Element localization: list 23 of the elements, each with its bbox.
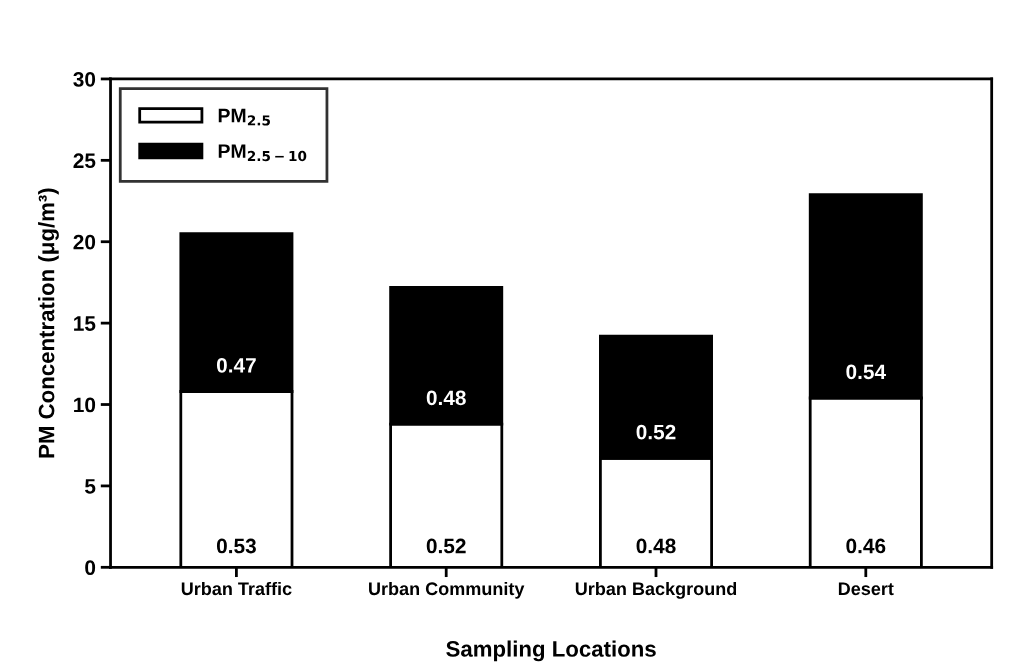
annotation: 0.46: [846, 538, 886, 554]
annotation: 0.48: [426, 390, 466, 406]
y-axis-title: PM Concentration (μg/m³): [38, 188, 59, 458]
x-tick-label: Urban Traffic: [181, 581, 292, 596]
x-tick-label: Urban Community: [369, 581, 525, 599]
x-tick-label: Urban Background: [575, 581, 737, 599]
x-axis-title: Sampling Locations: [446, 640, 656, 662]
annotation: 0.53: [216, 538, 256, 554]
annotation: 0.52: [426, 538, 466, 554]
y-tick-label: 0: [85, 560, 96, 576]
legend-label: PM$_{2.5−10}$: [218, 144, 307, 162]
annotation: 0.48: [636, 538, 676, 554]
y-tick-label: 25: [73, 153, 96, 169]
y-tick-label: 10: [74, 397, 96, 413]
annotation: 0.52: [636, 424, 676, 440]
y-tick-label: 5: [85, 479, 96, 494]
y-tick-label: 20: [73, 234, 96, 250]
annotation: 0.47: [216, 357, 256, 373]
annotation: 0.54: [846, 364, 886, 380]
legend-label: PM$_{2.5}$: [218, 108, 270, 126]
y-tick-label: 15: [74, 316, 96, 331]
y-tick-label: 30: [73, 71, 96, 87]
x-tick-label: Desert: [838, 582, 894, 596]
